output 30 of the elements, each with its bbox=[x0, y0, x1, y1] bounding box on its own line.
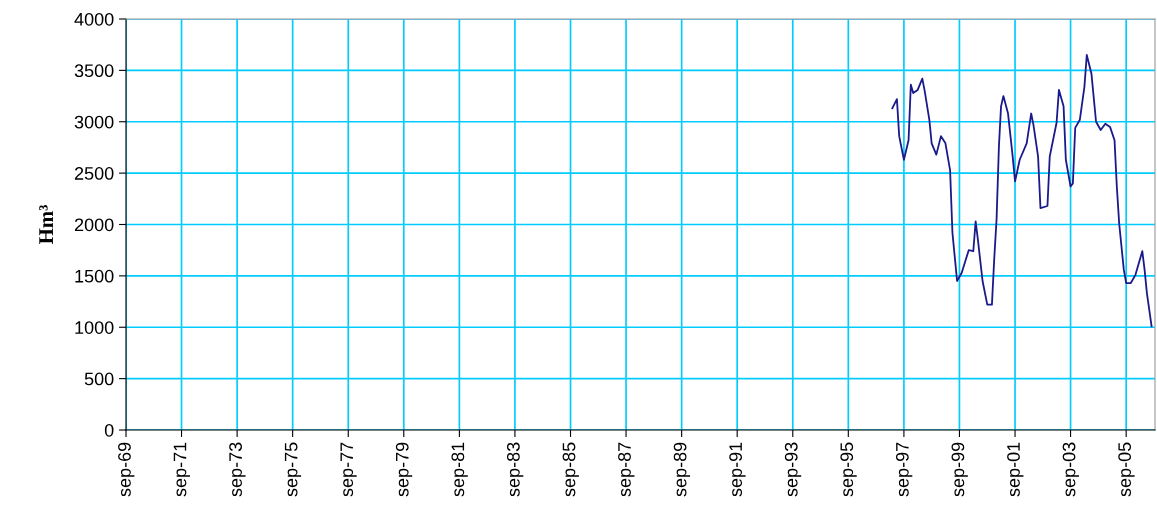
x-tick-label: sep-85 bbox=[562, 442, 579, 497]
y-tick-label: 3500 bbox=[74, 64, 114, 78]
y-tick-label: 1000 bbox=[75, 321, 114, 334]
y-tick-label: 1500 bbox=[75, 269, 114, 283]
line-series bbox=[891, 54, 1153, 328]
x-tick-label: sep-83 bbox=[506, 442, 524, 497]
x-tick-label: sep-69 bbox=[118, 442, 135, 497]
x-tick-label: sep-95 bbox=[840, 442, 857, 497]
x-tick-label: sep-81 bbox=[451, 442, 468, 497]
x-tick-label: sep-05 bbox=[1118, 442, 1135, 497]
y-tick-label: 0 bbox=[104, 423, 114, 437]
x-tick-label: sep-03 bbox=[1062, 442, 1079, 497]
y-tick-label: 2000 bbox=[74, 218, 114, 232]
y-tick-label: 500 bbox=[84, 372, 114, 386]
y-tick-label: 3000 bbox=[74, 115, 114, 129]
x-tick-label: sep-89 bbox=[673, 442, 691, 497]
x-tick-label: sep-93 bbox=[784, 442, 802, 497]
x-tick-label: sep-91 bbox=[729, 442, 746, 497]
x-tick-label: sep-97 bbox=[895, 442, 913, 497]
x-tick-label: sep-73 bbox=[229, 442, 246, 497]
x-tick-label: sep-79 bbox=[395, 442, 413, 497]
y-tick-label: 4000 bbox=[74, 12, 114, 26]
x-tick-label: sep-99 bbox=[951, 442, 968, 497]
y-tick-label: 2500 bbox=[74, 167, 114, 180]
x-tick-label: sep-87 bbox=[618, 442, 635, 497]
x-tick-label: sep-01 bbox=[1007, 442, 1024, 497]
x-tick-label: sep-71 bbox=[173, 442, 190, 497]
x-tick-label: sep-77 bbox=[340, 442, 357, 497]
y-axis-title: Hm³ bbox=[39, 205, 53, 245]
x-tick-label: sep-75 bbox=[284, 442, 302, 497]
